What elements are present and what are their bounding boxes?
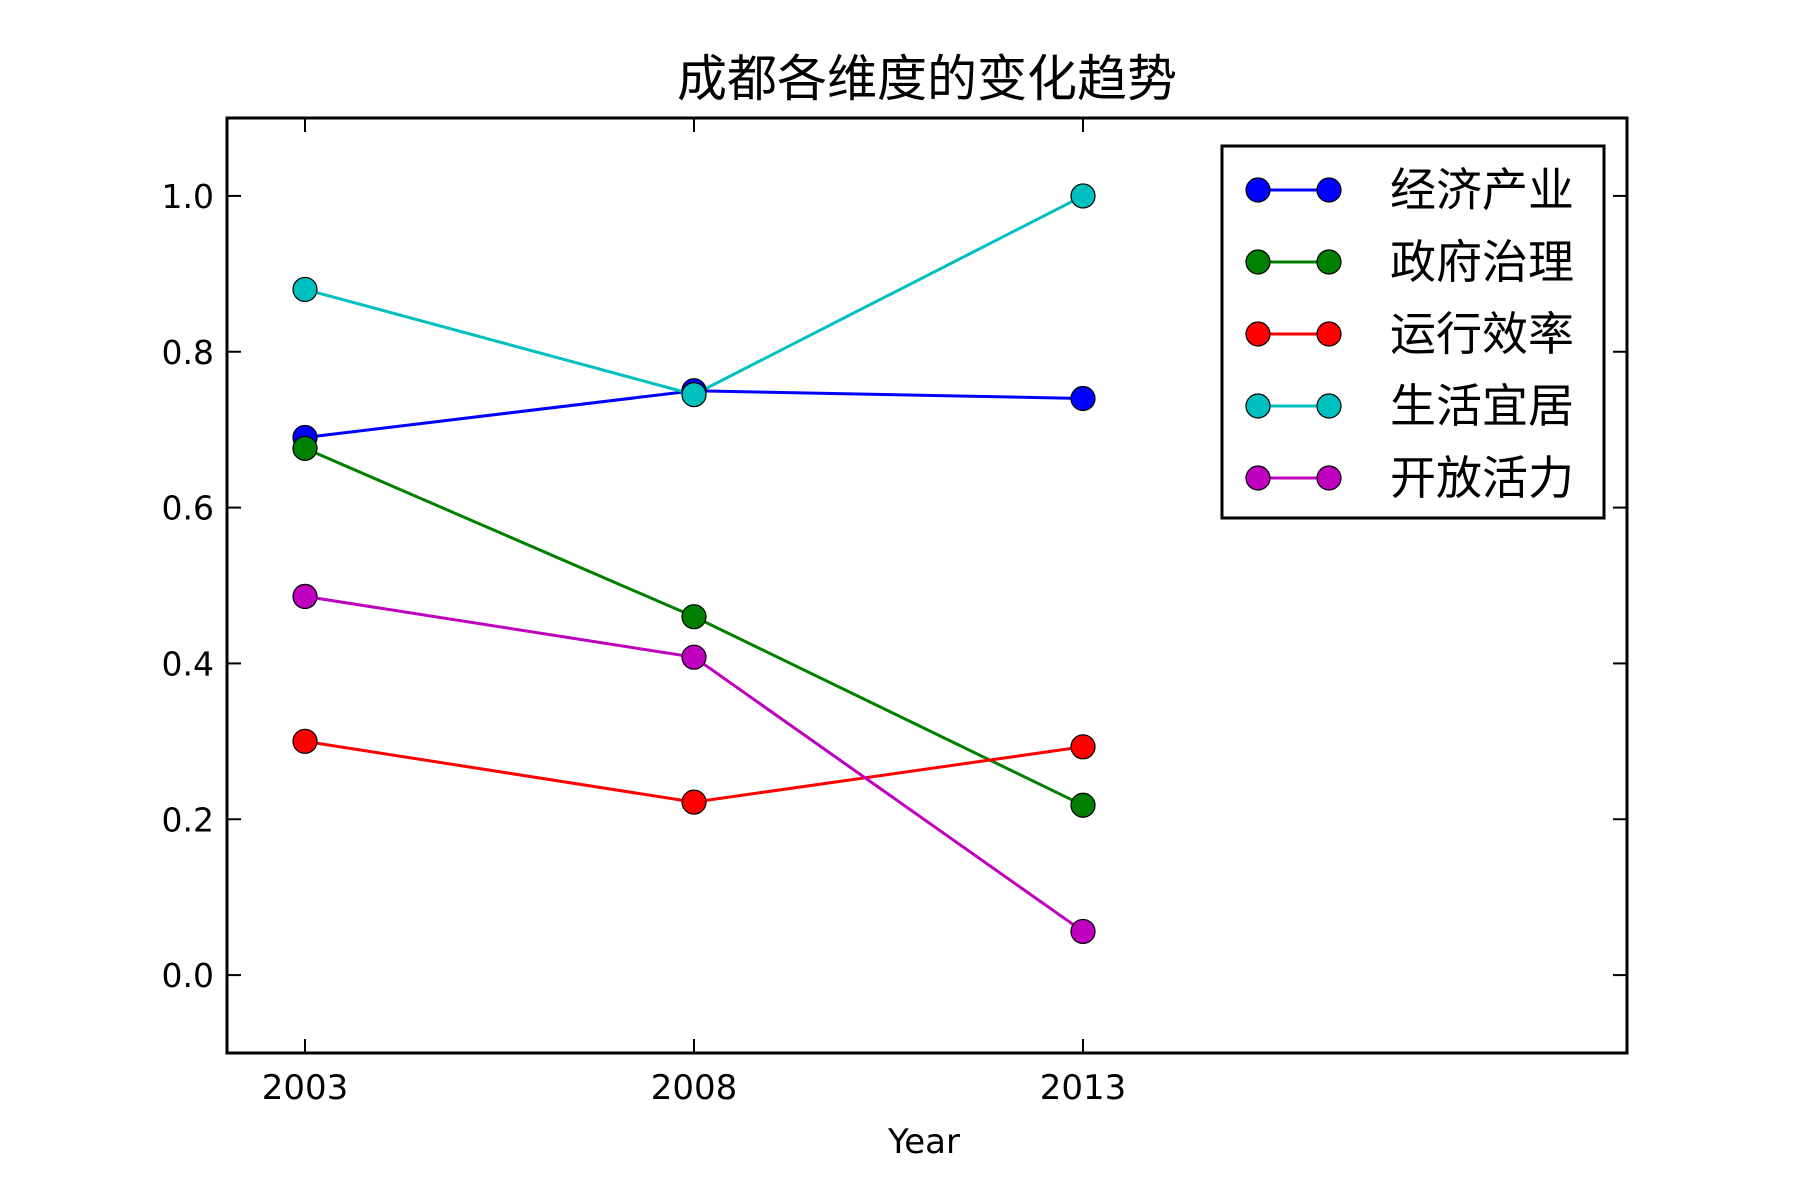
legend-marker: [1317, 394, 1341, 418]
legend-marker: [1246, 322, 1270, 346]
legend-label: 开放活力: [1390, 451, 1574, 505]
data-point: [293, 584, 317, 608]
legend-marker: [1246, 178, 1270, 202]
data-point: [293, 277, 317, 301]
data-point: [1071, 919, 1095, 943]
legend-marker: [1317, 178, 1341, 202]
data-point: [682, 605, 706, 629]
data-point: [1071, 387, 1095, 411]
legend-marker: [1317, 322, 1341, 346]
x-tick-label: 2003: [262, 1068, 349, 1108]
y-tick-label: 0.6: [162, 489, 214, 528]
legend-marker: [1317, 466, 1341, 490]
data-point: [1071, 793, 1095, 817]
legend-label: 运行效率: [1390, 307, 1574, 361]
data-point: [682, 383, 706, 407]
x-axis-label: Year: [887, 1122, 960, 1162]
legend-marker: [1317, 250, 1341, 274]
y-tick-label: 0.2: [162, 800, 214, 839]
data-point: [1071, 735, 1095, 759]
x-tick-label: 2013: [1040, 1068, 1127, 1108]
data-point: [682, 790, 706, 814]
legend-marker: [1246, 394, 1270, 418]
data-point: [293, 729, 317, 753]
data-point: [293, 436, 317, 460]
y-tick-label: 0.0: [162, 956, 214, 995]
series-line: [305, 196, 1083, 395]
legend-label: 政府治理: [1390, 235, 1574, 289]
series-layer: [293, 184, 1095, 944]
legend-label: 经济产业: [1390, 163, 1574, 217]
y-tick-label: 1.0: [162, 177, 214, 216]
data-point: [1071, 184, 1095, 208]
chart-title: 成都各维度的变化趋势: [677, 50, 1177, 108]
data-point: [682, 645, 706, 669]
y-tick-label: 0.4: [162, 644, 214, 683]
legend-marker: [1246, 250, 1270, 274]
legend-label: 生活宜居: [1390, 379, 1574, 433]
legend-marker: [1246, 466, 1270, 490]
x-tick-label: 2008: [651, 1068, 738, 1108]
y-tick-label: 0.8: [162, 333, 214, 372]
